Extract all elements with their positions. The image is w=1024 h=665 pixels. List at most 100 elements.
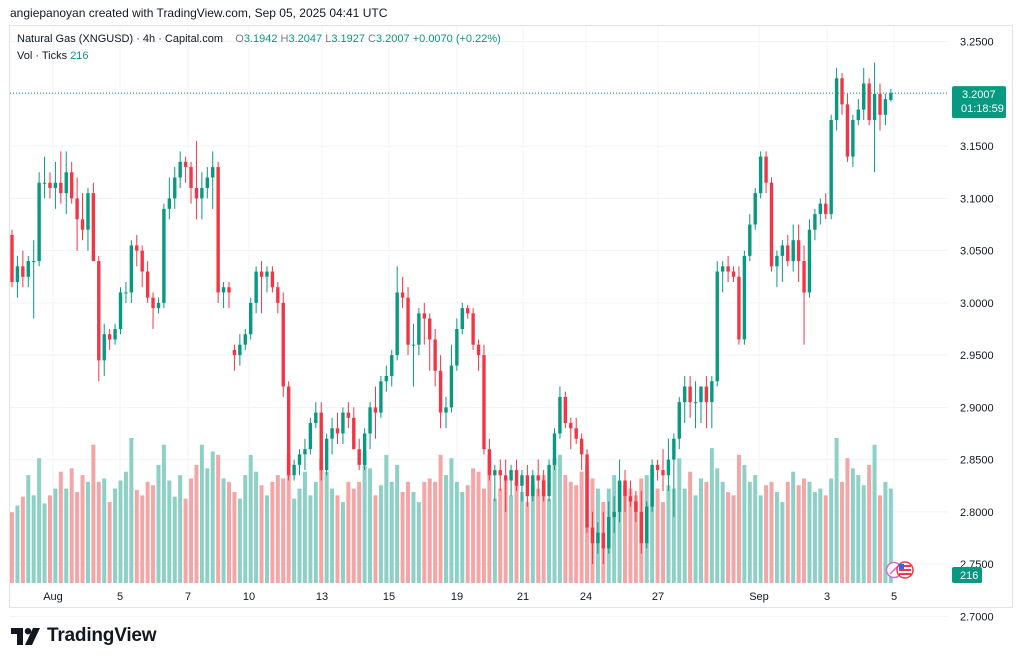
candle-body <box>585 454 589 528</box>
volume-bar <box>682 488 687 583</box>
us-flag-stripe <box>899 573 911 575</box>
candle-body <box>75 198 79 220</box>
volume-bar <box>829 478 834 583</box>
volume-bar <box>373 495 378 583</box>
volume-bar <box>118 480 123 583</box>
tradingview-logo[interactable]: TradingView <box>11 625 157 647</box>
candle-body <box>639 511 643 544</box>
candle-body <box>308 423 313 450</box>
candle-body <box>102 334 106 361</box>
volume-bar <box>698 478 703 583</box>
volume-bar <box>395 464 400 583</box>
y-tick-label: 3.2500 <box>960 37 994 49</box>
volume-bar <box>10 512 14 583</box>
volume-bar <box>736 454 741 583</box>
volume-bar <box>677 458 682 583</box>
volume-bar <box>64 488 69 583</box>
x-tick-label: 7 <box>185 591 191 603</box>
candle-body <box>53 182 58 188</box>
volume-bar <box>552 458 557 583</box>
volume-bar <box>151 485 156 583</box>
x-tick-label: 24 <box>580 591 592 603</box>
x-tick-label: 21 <box>517 591 529 603</box>
candle-body <box>688 386 692 403</box>
candle-body <box>400 292 405 298</box>
volume-bar <box>850 468 855 583</box>
volume-bar <box>129 438 134 583</box>
volume-bar <box>449 458 454 583</box>
volume-bar <box>232 491 237 583</box>
volume-bar <box>357 481 362 583</box>
volume-bar <box>492 498 497 583</box>
candle-body <box>205 177 209 188</box>
volume-bar <box>840 481 845 583</box>
symbol-name[interactable]: Natural Gas (XNGUSD) · 4h · Capital.com <box>17 33 223 45</box>
candle-body <box>683 386 687 403</box>
volume-bar <box>411 491 416 583</box>
volume-bar <box>346 481 351 583</box>
x-tick-label: 13 <box>316 591 328 603</box>
candle-body <box>48 182 52 188</box>
volume-bar <box>172 496 177 583</box>
candle-body <box>97 261 101 361</box>
volume-bar <box>243 475 248 583</box>
candle-body <box>449 365 454 408</box>
candle-body <box>856 109 860 121</box>
candle-body <box>167 198 172 209</box>
candle-body <box>357 449 361 465</box>
candle-body <box>455 329 459 366</box>
candle-body <box>558 396 562 434</box>
candle-body <box>227 287 231 293</box>
candle-body <box>200 187 204 199</box>
candle-body <box>802 261 806 293</box>
candle-body <box>569 423 573 429</box>
volume-bar <box>509 495 514 583</box>
volume-bar <box>498 488 503 583</box>
candle-body <box>433 339 437 371</box>
volume-bar <box>161 444 166 583</box>
candle-body <box>80 219 85 230</box>
candle-body <box>232 349 237 356</box>
candle-body <box>249 302 253 335</box>
y-tick-label: 3.0000 <box>960 298 994 310</box>
volume-bar <box>254 471 259 583</box>
candle-body <box>162 208 166 303</box>
candle-body <box>845 104 850 157</box>
candle-body <box>525 475 530 497</box>
volume-bar <box>134 489 139 583</box>
candle-body <box>319 412 323 471</box>
candle-body <box>731 271 736 277</box>
candle-body <box>42 182 47 184</box>
candle-body <box>32 261 36 263</box>
volume-bar <box>715 468 720 583</box>
volume-bar <box>20 496 25 583</box>
candle-body <box>748 224 752 256</box>
chart-frame <box>9 25 1013 608</box>
volume-badge-value: 216 <box>960 570 978 582</box>
candle-body <box>390 355 394 377</box>
volume-bar <box>525 502 530 583</box>
x-tick-label: 27 <box>652 591 664 603</box>
candle-body <box>742 255 747 340</box>
candle-body <box>650 464 654 507</box>
candle-body <box>699 386 703 403</box>
volume-bar <box>221 478 226 583</box>
volume-bar <box>769 481 774 583</box>
candle-body <box>428 318 432 340</box>
volume-bar <box>476 471 481 583</box>
candle-body <box>634 501 638 512</box>
volume-label[interactable]: Vol · Ticks <box>17 50 68 62</box>
volume-bar <box>259 485 264 583</box>
x-tick-label: 5 <box>117 591 123 603</box>
candle-body <box>352 417 356 450</box>
volume-bar <box>796 485 801 583</box>
volume-bar <box>666 485 671 583</box>
candle-body <box>617 480 622 512</box>
candle-body <box>270 271 275 288</box>
volume-bar <box>145 481 150 583</box>
volume-bar <box>563 475 568 583</box>
volume-bar <box>80 475 85 583</box>
candle-body <box>124 292 128 294</box>
candle-body <box>493 470 497 476</box>
